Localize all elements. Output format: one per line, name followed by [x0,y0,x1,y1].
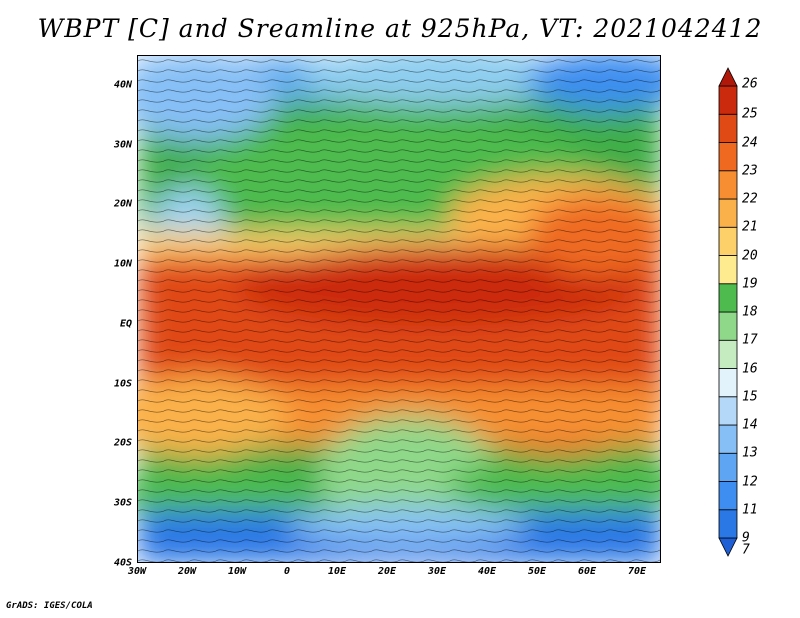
colorbar [718,67,738,557]
lon-label: 50E [527,566,547,577]
lon-label: 0 [283,566,291,577]
colorbar-arrow-high [718,67,738,87]
colorbar-box [718,255,738,285]
lon-label: 10W [227,566,247,577]
lat-label: EQ [119,318,132,330]
colorbar-label: 19 [742,276,758,292]
lon-label: 10E [327,566,347,577]
colorbar-label: 25 [742,106,758,122]
lat-label: 10N [113,258,132,270]
colorbar-label: 9 [742,530,750,546]
colorbar-box [718,85,738,115]
lon-label: 30E [427,566,447,577]
colorbar-box [718,396,738,426]
colorbar-box [718,481,738,511]
grads-credit: GrADS: IGES/COLA [6,601,93,611]
colorbar-box [718,311,738,341]
lon-label: 20E [377,566,397,577]
colorbar-box [718,142,738,172]
colorbar-box [718,424,738,454]
wbpt-field [138,56,660,562]
lat-label: 30S [113,497,132,509]
colorbar-label: 17 [742,332,758,348]
colorbar-label: 11 [742,502,758,518]
colorbar-box [718,170,738,200]
colorbar-label: 20 [742,248,758,263]
colorbar-label: 14 [742,417,758,433]
colorbar-label: 24 [742,135,758,150]
colorbar-box [718,452,738,482]
lon-label: 30W [127,566,147,577]
colorbar-box [718,509,738,539]
colorbar-arrow-low [718,537,738,557]
colorbar-box [718,198,738,228]
colorbar-box [718,226,738,256]
colorbar-box [718,368,738,398]
lon-label: 70E [627,566,647,577]
colorbar-label: 7 [742,542,750,558]
lon-label: 20W [177,566,197,577]
lat-label: 20N [113,198,132,210]
colorbar-box [718,113,738,143]
chart-title: WBPT [C] and Sreamline at 925hPa, VT: 20… [37,14,763,43]
colorbar-label: 21 [742,219,758,235]
colorbar-label: 23 [742,163,758,179]
map-panel [137,55,661,563]
colorbar-label: 26 [742,76,758,92]
colorbar-box [718,339,738,369]
colorbar-label: 15 [742,389,758,405]
lon-label: 40E [477,566,497,577]
lat-label: 40N [113,79,132,91]
lat-label: 30N [113,139,132,151]
colorbar-label: 16 [742,361,758,376]
lat-label: 10S [113,378,132,390]
colorbar-label: 22 [742,191,758,207]
colorbar-label: 18 [742,304,758,320]
colorbar-box [718,283,738,313]
lon-label: 60E [577,566,597,577]
colorbar-label: 13 [742,445,758,461]
colorbar-label: 12 [742,474,758,489]
lat-label: 20S [113,437,132,449]
lat-label: 40S [113,557,132,569]
